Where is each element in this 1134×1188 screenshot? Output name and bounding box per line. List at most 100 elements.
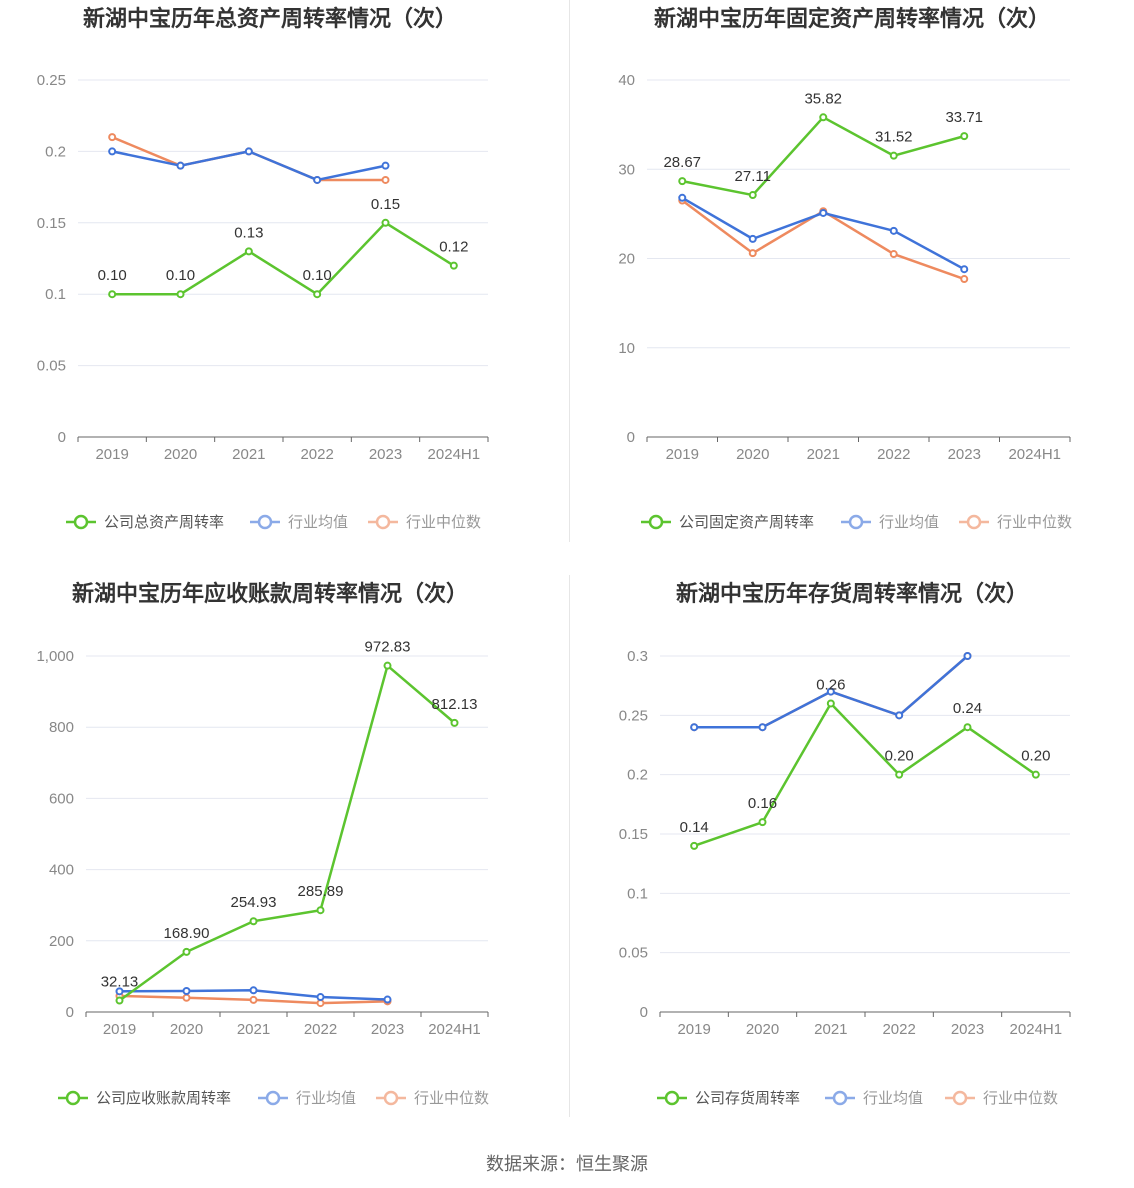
- y-tick-label: 0: [66, 1004, 74, 1021]
- y-tick-label: 0: [640, 1004, 648, 1021]
- y-tick-label: 40: [618, 72, 635, 89]
- data-point-avg[interactable]: [889, 226, 898, 235]
- chart-title: 新湖中宝历年固定资产周转率情况（次）: [654, 6, 1050, 32]
- data-point-company[interactable]: [381, 218, 390, 227]
- data-point-company[interactable]: [244, 247, 253, 256]
- data-point-company[interactable]: [383, 661, 392, 670]
- legend-swatch-marker: [966, 514, 982, 530]
- data-point-company[interactable]: [819, 113, 828, 122]
- y-tick-label: 0.05: [619, 945, 648, 962]
- data-point-company[interactable]: [895, 770, 904, 779]
- x-tick-label: 2024H1: [428, 1021, 481, 1038]
- data-point-company[interactable]: [108, 290, 117, 299]
- y-tick-label: 0.25: [619, 707, 648, 724]
- data-point-company[interactable]: [963, 723, 972, 732]
- legend-swatch-marker: [832, 1090, 848, 1106]
- legend-item-median[interactable]: 行业中位数: [368, 513, 481, 531]
- data-point-company[interactable]: [960, 132, 969, 141]
- chart-total-asset-turnover: 新湖中宝历年总资产周转率情况（次） 0 0.05 0.1 0.15 0.2 0.25 2019…: [0, 0, 567, 560]
- data-point-avg[interactable]: [826, 687, 835, 696]
- data-point-company[interactable]: [249, 917, 258, 926]
- data-point-company[interactable]: [748, 191, 757, 200]
- data-point-median[interactable]: [381, 175, 390, 184]
- data-point-avg[interactable]: [108, 147, 117, 156]
- data-point-company[interactable]: [1031, 770, 1040, 779]
- data-label: 0.10: [98, 267, 127, 284]
- data-point-median[interactable]: [182, 993, 191, 1002]
- data-label: 28.67: [663, 154, 701, 171]
- data-label: 0.14: [680, 819, 709, 836]
- data-point-company[interactable]: [313, 290, 322, 299]
- legend-item-avg[interactable]: 行业均值: [841, 513, 939, 531]
- legend-item-company[interactable]: 公司应收账款周转率: [58, 1089, 231, 1107]
- chart-title: 新湖中宝历年存货周转率情况（次）: [676, 581, 1028, 607]
- data-point-median[interactable]: [889, 250, 898, 259]
- legend-swatch-marker: [375, 514, 391, 530]
- legend-item-avg[interactable]: 行业均值: [825, 1089, 923, 1107]
- data-point-avg[interactable]: [115, 987, 124, 996]
- data-point-avg[interactable]: [316, 993, 325, 1002]
- legend-item-median[interactable]: 行业中位数: [959, 513, 1072, 531]
- x-tick-label: 2024H1: [428, 446, 481, 463]
- data-point-avg[interactable]: [960, 265, 969, 274]
- y-tick-label: 200: [49, 933, 74, 950]
- legend-label: 行业中位数: [997, 513, 1072, 531]
- legend-swatch-marker: [65, 1090, 81, 1106]
- y-tick-label: 0.1: [627, 885, 648, 902]
- data-point-avg[interactable]: [313, 175, 322, 184]
- legend-item-company[interactable]: 公司存货周转率: [657, 1089, 800, 1107]
- data-point-avg[interactable]: [383, 995, 392, 1004]
- data-point-company[interactable]: [450, 718, 459, 727]
- data-point-avg[interactable]: [748, 234, 757, 243]
- data-point-median[interactable]: [108, 133, 117, 142]
- data-point-avg[interactable]: [895, 711, 904, 720]
- legend-label: 行业中位数: [414, 1089, 489, 1107]
- x-tick-label: 2019: [95, 446, 128, 463]
- y-tick-label: 400: [49, 862, 74, 879]
- data-point-company[interactable]: [826, 699, 835, 708]
- legend-item-avg[interactable]: 行业均值: [258, 1089, 356, 1107]
- x-tick-label: 2020: [736, 446, 769, 463]
- data-point-avg[interactable]: [963, 652, 972, 660]
- legend-item-median[interactable]: 行业中位数: [376, 1089, 489, 1107]
- data-label: 0.13: [234, 224, 263, 241]
- data-point-avg[interactable]: [678, 193, 687, 202]
- data-point-company[interactable]: [889, 151, 898, 160]
- chart-title: 新湖中宝历年总资产周转率情况（次）: [83, 6, 457, 32]
- data-point-company[interactable]: [182, 947, 191, 956]
- data-point-company[interactable]: [176, 290, 185, 299]
- data-point-median[interactable]: [748, 249, 757, 258]
- legend-item-median[interactable]: 行业中位数: [945, 1089, 1058, 1107]
- legend-item-company[interactable]: 公司总资产周转率: [66, 513, 224, 531]
- data-point-avg[interactable]: [381, 161, 390, 170]
- data-point-company[interactable]: [115, 996, 124, 1005]
- data-label: 168.90: [164, 925, 210, 942]
- x-tick-label: 2020: [164, 446, 197, 463]
- data-source-note: 数据来源：恒生聚源: [486, 1154, 648, 1175]
- data-label: 27.11: [735, 168, 771, 185]
- data-point-avg[interactable]: [244, 147, 253, 156]
- legend-label: 公司总资产周转率: [104, 513, 224, 531]
- y-tick-label: 10: [618, 340, 635, 357]
- data-point-avg[interactable]: [182, 986, 191, 995]
- data-point-avg[interactable]: [690, 723, 699, 732]
- data-point-avg[interactable]: [819, 208, 828, 217]
- series-line-company: [118, 664, 456, 1002]
- data-point-median[interactable]: [249, 995, 258, 1004]
- divider-bottom: [569, 575, 570, 1117]
- data-point-company[interactable]: [758, 818, 767, 827]
- legend-item-avg[interactable]: 行业均值: [250, 513, 348, 531]
- data-point-company[interactable]: [316, 906, 325, 915]
- legend-swatch-marker: [73, 514, 89, 530]
- data-point-median[interactable]: [960, 275, 969, 284]
- legend-swatch-marker: [648, 514, 664, 530]
- data-point-avg[interactable]: [758, 723, 767, 732]
- data-point-company[interactable]: [690, 841, 699, 850]
- legend-label: 行业中位数: [406, 513, 481, 531]
- data-point-company[interactable]: [449, 261, 458, 270]
- x-tick-label: 2022: [300, 446, 333, 463]
- data-point-avg[interactable]: [249, 986, 258, 995]
- data-point-avg[interactable]: [176, 161, 185, 170]
- data-point-company[interactable]: [678, 177, 687, 186]
- legend-item-company[interactable]: 公司固定资产周转率: [641, 513, 814, 531]
